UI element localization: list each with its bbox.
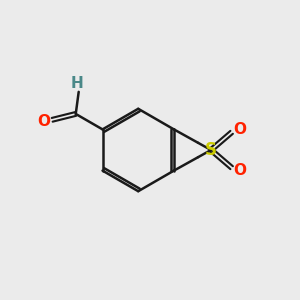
Text: H: H	[71, 76, 84, 91]
Text: O: O	[38, 114, 50, 129]
Text: O: O	[233, 122, 246, 137]
Text: O: O	[233, 163, 246, 178]
Text: S: S	[205, 141, 217, 159]
